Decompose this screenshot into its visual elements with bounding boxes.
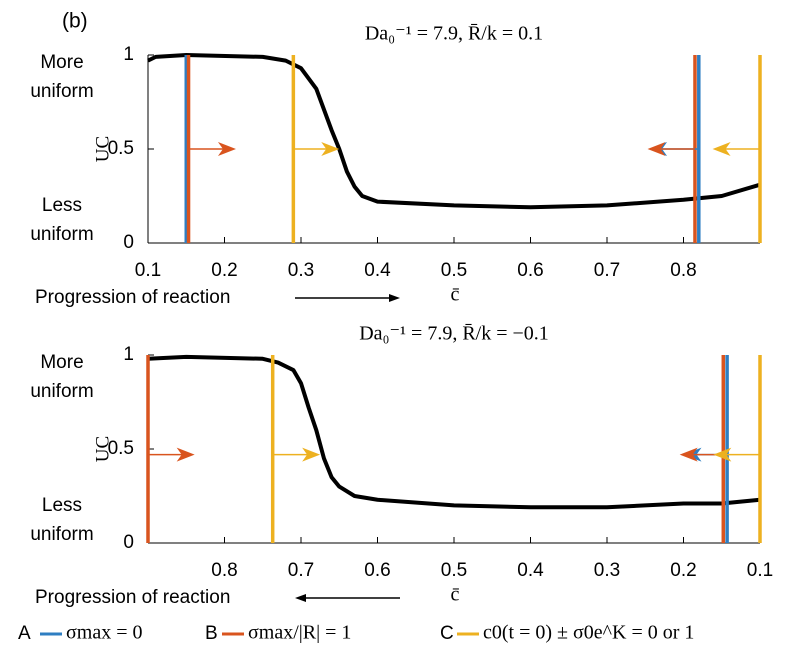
arrow-head	[321, 142, 340, 156]
shift-arrow	[713, 447, 760, 462]
shift-arrow	[293, 142, 340, 156]
lower-label: Less	[42, 195, 82, 216]
arrow-head	[302, 447, 321, 462]
arrow-head	[217, 142, 236, 156]
progression-arrow	[295, 294, 400, 302]
shift-arrow	[148, 447, 195, 462]
x-tick-label: 0.5	[441, 560, 467, 581]
arrow-head	[176, 447, 195, 462]
shift-arrow	[647, 142, 695, 156]
progression-arrow	[295, 594, 400, 602]
lower-label: uniform	[30, 224, 93, 245]
arrow-head	[713, 447, 732, 462]
y-tick-label: 1	[123, 44, 134, 65]
y-tick-label: 0	[123, 532, 134, 553]
upper-label: More	[40, 52, 83, 73]
x-tick-label: 0.2	[670, 560, 696, 581]
x-tick-label: 0.7	[288, 560, 314, 581]
arrow-head	[679, 447, 698, 462]
legend-letter: C	[440, 623, 454, 644]
upper-label: uniform	[30, 81, 93, 102]
upper-label: uniform	[30, 381, 93, 402]
x-tick-label: 0.1	[135, 260, 161, 281]
x-tick-label: 0.5	[441, 260, 467, 281]
x-axis-label: c̄	[451, 284, 460, 306]
legend-label: c0(t = 0) ± σ0e^K = 0 or 1	[483, 622, 694, 644]
lower-label: uniform	[30, 524, 93, 545]
y-tick-label: 0.5	[108, 438, 134, 459]
x-tick-label: 0.6	[517, 260, 543, 281]
lower-label: Less	[42, 495, 82, 516]
shift-arrow	[188, 142, 236, 156]
x-tick-label: 0.4	[364, 260, 391, 281]
progression-label: Progression of reaction	[35, 287, 230, 308]
y-axis-label: UC	[92, 436, 113, 462]
y-axis-label: UC	[92, 136, 113, 162]
arrow-head	[712, 142, 731, 156]
x-tick-label: 0.2	[211, 260, 237, 281]
legend-letter: A	[18, 623, 31, 644]
legend-label: σmax/|R| = 1	[248, 622, 351, 644]
y-tick-label: 1	[123, 344, 134, 365]
x-tick-label: 0.1	[747, 560, 773, 581]
x-tick-label: 0.7	[594, 260, 620, 281]
shift-arrow	[272, 447, 321, 462]
panel-label: (b)	[62, 10, 88, 33]
curve	[147, 354, 761, 510]
y-tick-label: 0	[123, 232, 134, 253]
chart-title: Da₀⁻¹ = 7.9, R̄/k = −0.1	[359, 323, 549, 345]
upper-label: More	[40, 352, 83, 373]
legend-letter: B	[205, 623, 218, 644]
arrow-head	[647, 142, 666, 156]
shift-arrow	[712, 142, 760, 156]
x-tick-label: 0.8	[211, 560, 237, 581]
x-tick-label: 0.6	[364, 560, 390, 581]
curve	[147, 53, 761, 210]
chart-title: Da₀⁻¹ = 7.9, R̄/k = 0.1	[365, 23, 543, 45]
x-tick-label: 0.3	[594, 560, 620, 581]
x-tick-label: 0.8	[670, 260, 696, 281]
legend-label: σmax = 0	[66, 622, 143, 644]
x-tick-label: 0.3	[288, 260, 314, 281]
x-axis-label: c̄	[451, 584, 460, 606]
progression-label: Progression of reaction	[35, 587, 230, 608]
y-tick-label: 0.5	[108, 138, 134, 159]
arrow-head	[389, 294, 400, 302]
arrow-head	[295, 594, 306, 602]
x-tick-label: 0.4	[517, 560, 544, 581]
